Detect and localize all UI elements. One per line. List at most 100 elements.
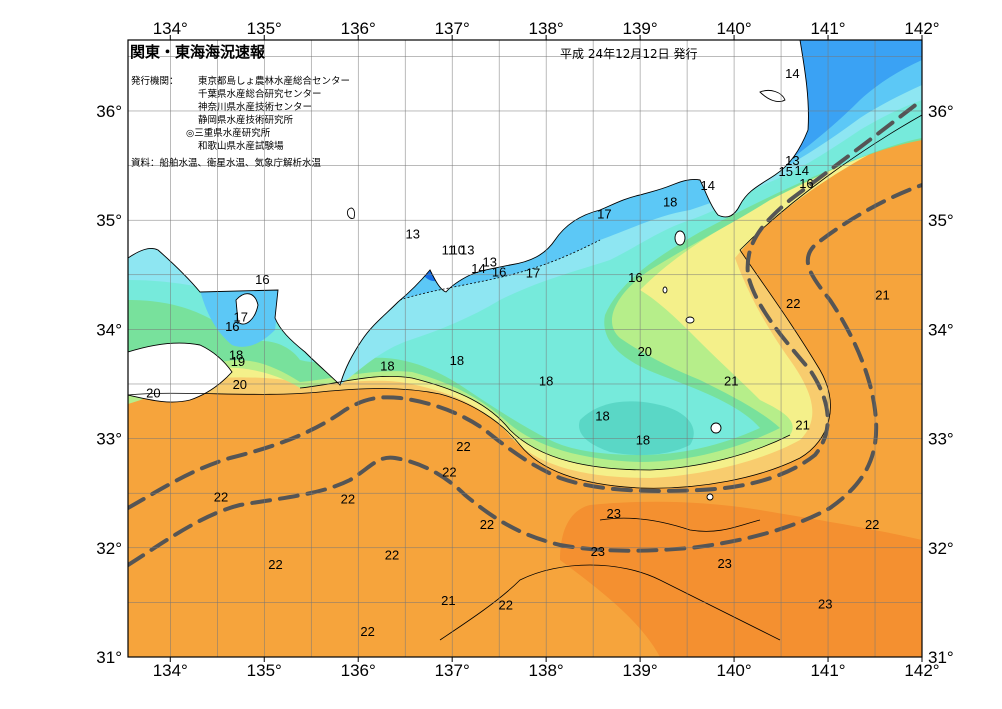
isotherm-label: 11 [442,243,456,258]
lon-tick-bottom: 136° [341,661,376,680]
issuer-6: 和歌山県水産試験場 [198,140,284,152]
isotherm-label: 16 [628,270,642,285]
isotherm-label: 18 [636,433,650,448]
issuer-2: 千葉県水産総合研究センター [198,88,322,100]
lat-tick-right: 33° [928,430,954,449]
latitude-labels-right: 31° 32° 33° 34° 35° 36° [928,102,954,667]
lon-tick-bottom: 140° [716,661,751,680]
isotherm-label: 18 [595,409,609,424]
land-shikoku [128,342,233,403]
isotherm-label: 18 [539,374,553,389]
isotherm-label: 13 [483,255,497,270]
isotherm-label: 14 [471,261,485,276]
isotherm-label: 14 [794,163,808,178]
land-niijima [685,316,695,324]
lat-tick-right: 31° [928,648,954,667]
issuers-label: 発行機関： [131,75,179,87]
longitude-labels-top: 134° 135° 136° 137° 138° 139° 140° 141° 142° [153,19,940,40]
lon-tick-top: 140° [716,19,751,38]
isotherm-label: 17 [234,309,248,324]
isotherm-19-line [299,375,791,471]
isotherm-label: 21 [875,287,889,302]
isotherm-label: 16 [225,319,239,334]
land-miyakejima [710,422,722,434]
isotherm-label: 13 [785,153,799,168]
latitude-labels-left: 31° 32° 33° 34° 35° 36° [96,102,122,667]
lat-tick-right: 36° [928,102,954,121]
water-18-inner-blob [579,401,694,456]
lon-tick-top: 136° [341,19,376,38]
isotherm-label: 14 [785,66,799,81]
lon-tick-bottom: 139° [623,661,658,680]
isotherm-label: 17 [526,266,540,281]
land-kozushima [662,286,668,294]
longitude-labels-bottom: 134° 135° 136° 137° 138° 139° 140° 141° 142° [153,657,940,680]
issuer-3: 神奈川県水産技術センター [198,101,312,113]
kuroshio-axis-outer [128,183,922,567]
header: 関東・東海海況速報 平成 24年12月12日 発行 発行機関： 東京都島しょ農林… [130,43,697,169]
isotherm-label: 13 [405,226,419,241]
land-awaji [235,293,259,325]
lon-tick-top: 134° [153,19,188,38]
lat-tick-left: 36° [96,102,122,121]
isotherm-label: 16 [255,272,269,287]
isotherm-label: 22 [442,464,456,479]
land-izu-oshima [674,230,686,246]
isotherm-label: 18 [380,358,394,373]
issuer-1: 東京都島しょ農林水産総合センター [198,75,350,87]
isotherm-label: 22 [865,517,879,532]
isotherm-label: 19 [231,354,245,369]
land-hachijojima [706,493,714,501]
lon-tick-top: 141° [810,19,845,38]
lon-tick-bottom: 138° [529,661,564,680]
isotherm-label: 20 [233,377,247,392]
sea-temperature-field [128,40,922,657]
lon-tick-bottom: 141° [810,661,845,680]
isotherm-label: 22 [786,296,800,311]
isotherm-label: 23 [607,506,621,521]
lat-tick-right: 34° [928,320,954,339]
isotherm-label: 10 [451,243,465,258]
isotherm-22-south [439,564,781,641]
lon-tick-bottom: 137° [435,661,470,680]
issuer-4: 静岡県水産技術研究所 [198,114,294,126]
isotherm-label: 22 [456,439,470,454]
land-honshu [128,40,809,386]
isotherm-label: 21 [441,593,455,608]
isotherm-label: 22 [341,492,355,507]
lon-tick-top: 142° [904,19,939,38]
plot-frame [127,39,923,658]
isotherm-label: 22 [385,547,399,562]
isotherm-label: 17 [597,207,611,222]
lon-tick-top: 139° [623,19,658,38]
kuroshio-axis [128,98,922,567]
isotherm-label: 23 [818,596,832,611]
isotherm-label: 23 [591,544,605,559]
data-sources: 資料：船舶水温、衛星水温、気象庁解析水温 [131,157,322,169]
isotherm-label: 14 [701,178,715,193]
isotherm-label: 22 [360,624,374,639]
isotherm-label: 20 [146,386,160,401]
isotherm-label: 22 [499,598,513,613]
graticule [128,40,922,657]
lat-tick-left: 31° [96,648,122,667]
isotherm-label: 22 [480,517,494,532]
isotherm-23-south [599,517,761,532]
isotherm-label: 18 [229,348,243,363]
isotherm-label: 15 [779,164,793,179]
lat-tick-left: 35° [96,211,122,230]
kuroshio-axis-main [128,98,922,510]
lon-tick-bottom: 135° [247,661,282,680]
land-lake-kasumigaura [759,89,786,103]
isotherm-label: 21 [724,374,738,389]
lat-tick-left: 32° [96,539,122,558]
lon-tick-bottom: 134° [153,661,188,680]
lat-tick-left: 33° [96,430,122,449]
isotherm-label: 16 [492,265,506,280]
lon-tick-bottom: 142° [904,661,939,680]
isotherm-label: 23 [717,556,731,571]
land-lake-biwa [347,207,355,219]
lat-tick-left: 34° [96,320,122,339]
